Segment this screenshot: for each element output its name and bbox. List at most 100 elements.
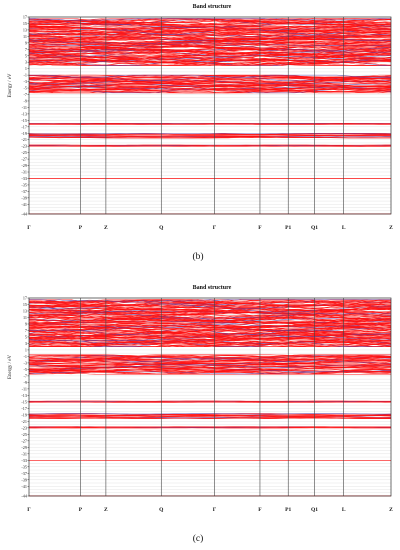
band-line bbox=[28, 82, 392, 87]
y-tick-label: 9 bbox=[25, 40, 27, 45]
band-line bbox=[28, 40, 392, 45]
y-tick-label: -3 bbox=[24, 360, 28, 365]
band-line bbox=[28, 337, 392, 344]
y-tick-label: -29 bbox=[21, 445, 27, 450]
y-tick-label: -13 bbox=[21, 111, 27, 116]
band-line bbox=[28, 56, 392, 62]
band-line bbox=[28, 314, 392, 321]
y-tick-label: -5 bbox=[24, 367, 28, 372]
y-tick-label: -21 bbox=[21, 137, 27, 142]
panel-caption: (c) bbox=[193, 533, 204, 544]
panel-caption: (b) bbox=[192, 251, 203, 262]
y-axis-label: Energy / eV bbox=[8, 355, 13, 379]
band-line bbox=[28, 84, 392, 88]
y-tick-label: 7 bbox=[25, 47, 27, 52]
band-line bbox=[28, 80, 392, 86]
band-line bbox=[28, 54, 392, 60]
y-tick-label: -23 bbox=[21, 425, 27, 430]
kpoint-labels: Γ P Z Q Γ F P1 Q1 L Z bbox=[27, 225, 393, 231]
band-line bbox=[28, 363, 392, 368]
y-tick-label: -17 bbox=[21, 124, 27, 129]
band-line bbox=[28, 134, 392, 137]
band-line bbox=[28, 331, 392, 336]
y-tick-label: 9 bbox=[25, 321, 27, 326]
y-tick-label: 1 bbox=[25, 66, 27, 71]
band-line bbox=[28, 336, 392, 342]
y-tick-label: -13 bbox=[21, 393, 27, 398]
band-line bbox=[28, 132, 392, 135]
band-line bbox=[28, 317, 392, 321]
band-line bbox=[29, 304, 392, 312]
y-tick-label: -1 bbox=[24, 73, 28, 78]
y-tick-label: -11 bbox=[22, 105, 27, 110]
y-tick-label: -25 bbox=[21, 150, 27, 155]
y-tick-labels: 1715131197531-1-3-5-7-9-11-13-15-17-19-2… bbox=[21, 15, 29, 217]
band-lines bbox=[28, 18, 392, 215]
y-tick-label: -44 bbox=[21, 212, 27, 217]
band-line bbox=[28, 43, 392, 47]
band-region-valence bbox=[28, 354, 392, 375]
y-tick-label: -15 bbox=[21, 118, 27, 123]
kpoint-label: Q1 bbox=[311, 507, 318, 513]
band-line bbox=[28, 40, 392, 48]
y-tick-label: -21 bbox=[21, 419, 27, 424]
band-region-deep-3 bbox=[28, 426, 392, 429]
band-line bbox=[28, 335, 392, 341]
kpoint-label: Q1 bbox=[311, 225, 318, 231]
band-region-deep-2 bbox=[28, 413, 392, 420]
plot-frame bbox=[28, 297, 392, 497]
band-line bbox=[28, 59, 392, 65]
band-line bbox=[29, 354, 391, 360]
y-tick-label: -31 bbox=[21, 451, 27, 456]
y-tick-label: 3 bbox=[25, 60, 27, 65]
y-tick-label: -3 bbox=[24, 79, 28, 84]
y-tick-label: -17 bbox=[21, 406, 27, 411]
y-tick-label: 15 bbox=[23, 21, 27, 26]
y-tick-label: -19 bbox=[21, 131, 27, 136]
band-line bbox=[28, 356, 392, 362]
y-tick-label: -35 bbox=[21, 182, 27, 187]
y-tick-label: 5 bbox=[25, 53, 27, 58]
plot-frame bbox=[28, 16, 392, 215]
band-line bbox=[28, 369, 392, 375]
band-region-deep-2 bbox=[28, 132, 392, 139]
band-line bbox=[28, 366, 392, 372]
y-tick-label: 15 bbox=[23, 302, 27, 307]
chart-title: Band structure bbox=[193, 4, 232, 10]
y-tick-label: -39 bbox=[21, 477, 27, 482]
band-line bbox=[28, 367, 392, 373]
y-tick-label: 11 bbox=[23, 34, 27, 39]
y-tick-label: 11 bbox=[23, 315, 27, 320]
band-line bbox=[28, 354, 392, 360]
band-line bbox=[29, 299, 391, 304]
band-line bbox=[28, 302, 392, 307]
kpoint-label: Γ bbox=[213, 507, 217, 513]
y-tick-label: -5 bbox=[24, 86, 28, 91]
band-line bbox=[29, 74, 392, 79]
band-line bbox=[28, 359, 392, 362]
kpoint-label: Q bbox=[159, 225, 164, 231]
y-tick-label: -27 bbox=[21, 438, 27, 443]
band-line bbox=[28, 323, 392, 328]
y-tick-labels: 1715131197531-1-3-5-7-9-11-13-15-17-19-2… bbox=[21, 296, 29, 499]
kpoint-label: Z bbox=[104, 225, 108, 231]
band-line bbox=[28, 415, 392, 418]
kpoint-lines bbox=[80, 298, 344, 496]
y-tick-label: -7 bbox=[24, 92, 28, 97]
band-line bbox=[28, 76, 392, 83]
y-tick-label: -29 bbox=[21, 163, 27, 168]
band-line bbox=[28, 416, 392, 419]
y-tick-label: 1 bbox=[25, 347, 27, 352]
band-line bbox=[28, 360, 392, 366]
band-line bbox=[28, 413, 392, 415]
band-line bbox=[28, 299, 392, 306]
kpoint-label: Z bbox=[104, 507, 108, 513]
band-line bbox=[28, 361, 392, 366]
y-tick-label: -25 bbox=[21, 432, 27, 437]
band-line bbox=[28, 306, 392, 313]
kpoint-label: P bbox=[79, 507, 83, 513]
band-line bbox=[28, 136, 392, 138]
y-tick-label: 17 bbox=[23, 15, 27, 20]
